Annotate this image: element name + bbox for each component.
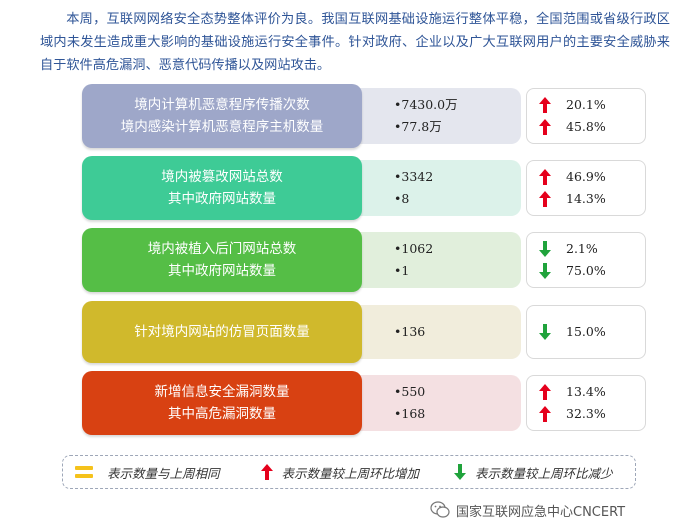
stat-label: 其中高危漏洞数量 bbox=[168, 406, 276, 422]
stat-value-box: •7430.0万 •77.8万 bbox=[360, 88, 521, 144]
down-arrow-icon bbox=[454, 464, 467, 480]
stat-label-pill: 境内被篡改网站总数 其中政府网站数量 bbox=[82, 156, 362, 220]
stat-change-box: 2.1% 75.0% bbox=[526, 232, 646, 288]
stat-row: •3342 •8 境内被篡改网站总数 其中政府网站数量 46.9% 14.3% bbox=[82, 156, 648, 220]
stat-value: •77.8万 bbox=[394, 119, 442, 134]
stat-change: 46.9% bbox=[527, 166, 645, 188]
legend: 表示数量与上周相同 表示数量较上周环比增加 表示数量较上周环比减少 bbox=[62, 455, 636, 489]
legend-item-same: 表示数量与上周相同 bbox=[75, 463, 220, 482]
change-percent: 13.4% bbox=[566, 384, 606, 399]
watermark-text: 国家互联网应急中心CNCERT bbox=[456, 504, 626, 520]
stat-change: 13.4% bbox=[527, 381, 645, 403]
stat-value: •1 bbox=[394, 263, 410, 278]
change-percent: 32.3% bbox=[566, 406, 606, 421]
equal-bars-icon bbox=[75, 466, 93, 478]
stat-change: 45.8% bbox=[527, 116, 645, 138]
down-arrow-icon bbox=[539, 263, 551, 279]
legend-item-down: 表示数量较上周环比减少 bbox=[453, 463, 613, 482]
stat-change: 14.3% bbox=[527, 188, 645, 210]
wechat-icon bbox=[430, 501, 450, 518]
source-watermark: 国家互联网应急中心CNCERT bbox=[430, 498, 625, 522]
legend-down-label: 表示数量较上周环比减少 bbox=[475, 465, 613, 481]
up-arrow-icon bbox=[260, 464, 273, 480]
stat-row: •550 •168 新增信息安全漏洞数量 其中高危漏洞数量 13.4% 32.3% bbox=[82, 371, 648, 435]
stat-change-box: 20.1% 45.8% bbox=[526, 88, 646, 144]
stat-label: 境内被篡改网站总数 bbox=[161, 169, 283, 185]
legend-item-up: 表示数量较上周环比增加 bbox=[260, 463, 420, 482]
stat-value-box: •3342 •8 bbox=[360, 160, 521, 216]
stat-change-box: 15.0% bbox=[526, 305, 646, 359]
change-percent: 20.1% bbox=[566, 97, 606, 112]
stat-label-pill: 境内计算机恶意程序传播次数 境内感染计算机恶意程序主机数量 bbox=[82, 84, 362, 148]
stat-label: 其中政府网站数量 bbox=[168, 263, 276, 279]
down-arrow-icon bbox=[539, 241, 551, 257]
stat-row: •136 针对境内网站的仿冒页面数量 15.0% bbox=[82, 301, 648, 363]
stat-label: 境内被植入后门网站总数 bbox=[147, 241, 297, 257]
stat-change: 75.0% bbox=[527, 260, 645, 282]
stat-change: 15.0% bbox=[527, 321, 645, 343]
stat-label: 新增信息安全漏洞数量 bbox=[154, 384, 290, 400]
stat-value: •7430.0万 bbox=[394, 97, 458, 112]
down-arrow-icon bbox=[539, 324, 551, 340]
intro-paragraph: 本周，互联网网络安全态势整体评价为良。我国互联网基础设施运行整体平稳，全国范围或… bbox=[40, 8, 670, 77]
stat-label-pill: 境内被植入后门网站总数 其中政府网站数量 bbox=[82, 228, 362, 292]
intro-text: 本周，互联网网络安全态势整体评价为良。我国互联网基础设施运行整体平稳，全国范围或… bbox=[40, 12, 670, 73]
up-arrow-icon bbox=[539, 191, 551, 207]
stat-label-pill: 新增信息安全漏洞数量 其中高危漏洞数量 bbox=[82, 371, 362, 435]
stat-change-box: 13.4% 32.3% bbox=[526, 375, 646, 431]
up-arrow-icon bbox=[539, 169, 551, 185]
change-percent: 46.9% bbox=[566, 169, 606, 184]
up-arrow-icon bbox=[539, 406, 551, 422]
stat-value: •1062 bbox=[394, 241, 434, 256]
change-percent: 2.1% bbox=[566, 241, 598, 256]
stat-value-box: •1062 •1 bbox=[360, 232, 521, 288]
stat-value: •8 bbox=[394, 191, 410, 206]
change-percent: 45.8% bbox=[566, 119, 606, 134]
stat-value: •136 bbox=[394, 324, 426, 339]
stat-change: 2.1% bbox=[527, 238, 645, 260]
stat-row: •1062 •1 境内被植入后门网站总数 其中政府网站数量 2.1% 75.0% bbox=[82, 228, 648, 292]
change-percent: 75.0% bbox=[566, 263, 606, 278]
stat-label-pill: 针对境内网站的仿冒页面数量 bbox=[82, 301, 362, 363]
stat-value: •168 bbox=[394, 406, 426, 421]
legend-up-label: 表示数量较上周环比增加 bbox=[281, 465, 420, 481]
stat-change: 20.1% bbox=[527, 94, 645, 116]
up-arrow-icon bbox=[539, 119, 551, 135]
stat-row: •7430.0万 •77.8万 境内计算机恶意程序传播次数 境内感染计算机恶意程序主机… bbox=[82, 84, 648, 148]
stat-label: 境内感染计算机恶意程序主机数量 bbox=[120, 119, 324, 135]
stat-change: 32.3% bbox=[527, 403, 645, 425]
up-arrow-icon bbox=[539, 97, 551, 113]
stat-value: •3342 bbox=[394, 169, 434, 184]
stat-label: 其中政府网站数量 bbox=[168, 191, 276, 207]
up-arrow-icon bbox=[539, 384, 551, 400]
stat-change-box: 46.9% 14.3% bbox=[526, 160, 646, 216]
stat-label: 针对境内网站的仿冒页面数量 bbox=[134, 324, 310, 340]
stat-label: 境内计算机恶意程序传播次数 bbox=[134, 97, 310, 113]
change-percent: 14.3% bbox=[566, 191, 606, 206]
stat-value-box: •550 •168 bbox=[360, 375, 521, 431]
stat-value-box: •136 bbox=[360, 305, 521, 359]
stat-value: •550 bbox=[394, 384, 426, 399]
change-percent: 15.0% bbox=[566, 324, 606, 339]
legend-same-label: 表示数量与上周相同 bbox=[107, 465, 220, 481]
